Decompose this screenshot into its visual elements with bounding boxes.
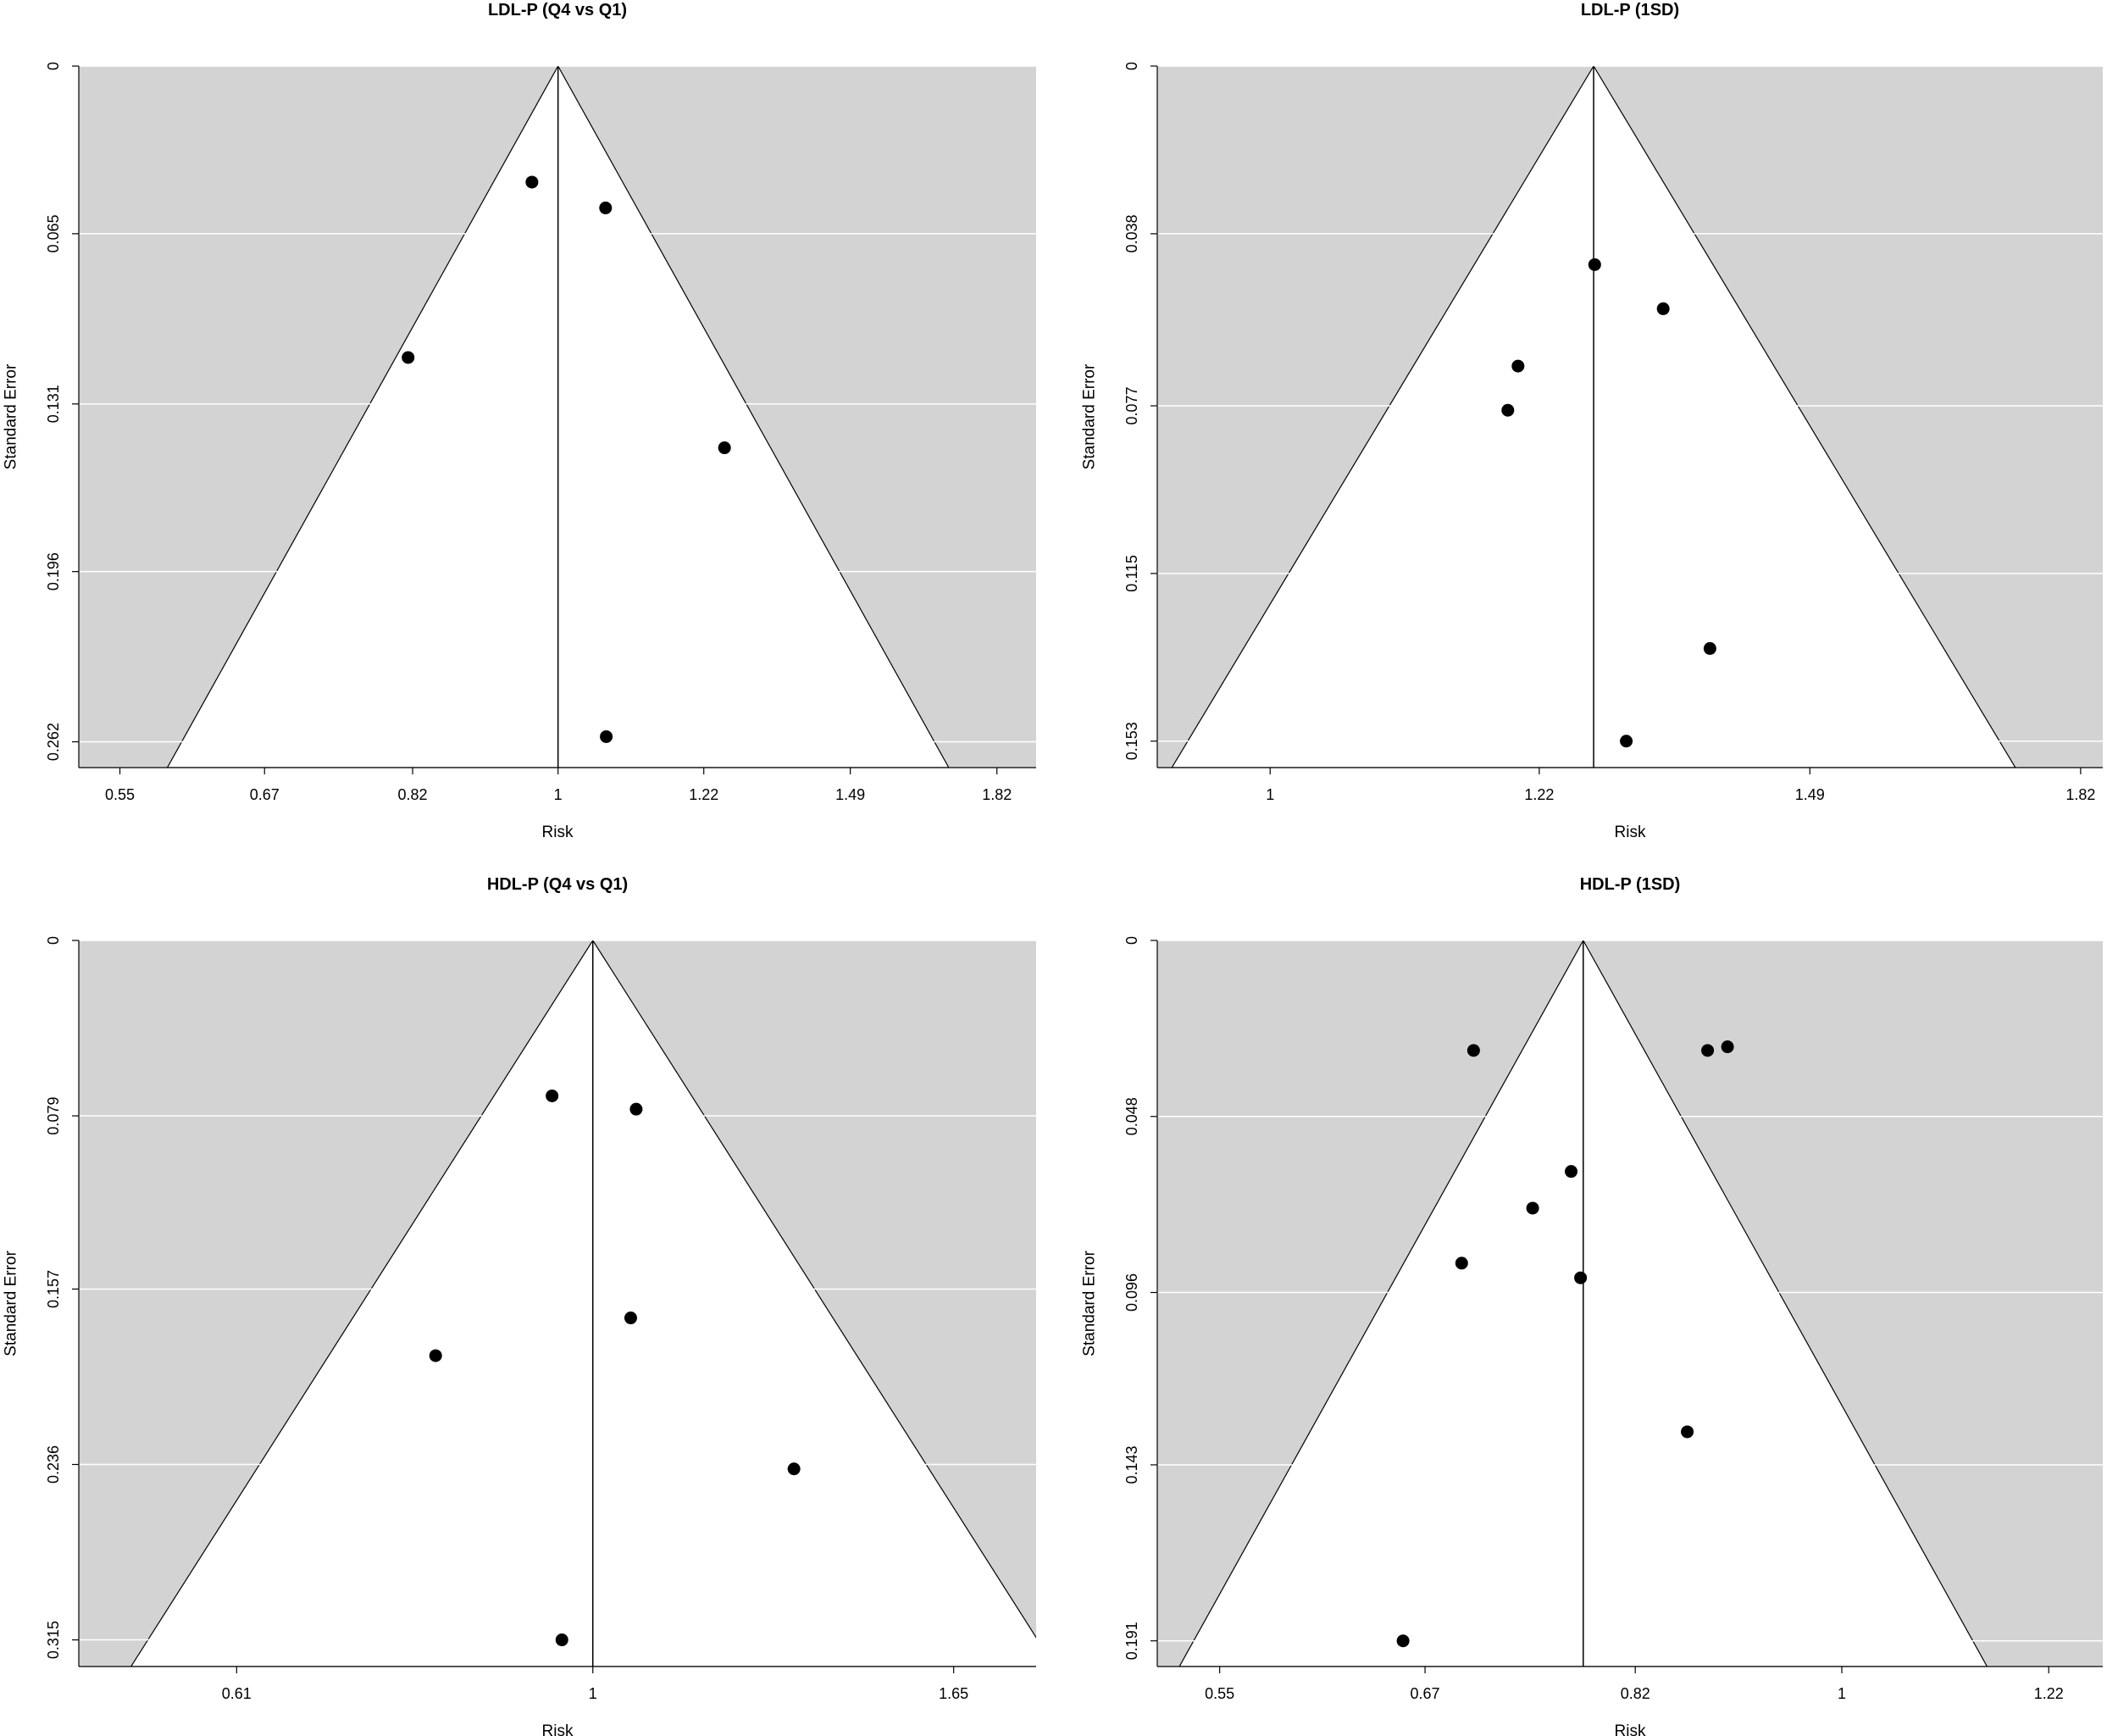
y-tick-label: 0.196 xyxy=(45,552,62,591)
chart-title: LDL-P (1SD) xyxy=(1581,1,1679,19)
study-point xyxy=(1721,1040,1734,1054)
x-tick-label: 1.22 xyxy=(1524,786,1554,803)
y-tick-label: 0 xyxy=(45,936,62,945)
study-point xyxy=(1467,1044,1480,1057)
x-tick-label: 0.82 xyxy=(397,786,427,803)
study-point xyxy=(1588,258,1601,271)
y-tick-label: 0.157 xyxy=(45,1270,62,1308)
study-point xyxy=(1511,359,1525,373)
study-point xyxy=(555,1633,568,1647)
y-tick-label: 0.048 xyxy=(1123,1097,1140,1135)
funnel-panel-2: 1 1.22 1.49 1.82 0 0.038 0.077 0.115 0.153 LDL-P … xyxy=(1081,1,2103,841)
study-point xyxy=(629,1102,643,1116)
y-tick-label: 0.096 xyxy=(1123,1273,1140,1312)
y-axis-label: Standard Error xyxy=(1081,363,1099,469)
x-tick-label: 1 xyxy=(589,1685,597,1702)
study-point xyxy=(1701,1044,1715,1057)
study-point xyxy=(600,729,613,743)
y-tick-label: 0.077 xyxy=(1123,386,1140,424)
study-point xyxy=(546,1089,559,1102)
study-point xyxy=(525,175,539,189)
study-point xyxy=(718,441,731,455)
y-tick-label: 0.065 xyxy=(45,214,62,252)
study-point xyxy=(1526,1201,1539,1215)
study-point xyxy=(1620,735,1633,748)
study-point xyxy=(1565,1165,1578,1179)
chart-title: HDL-P (Q4 vs Q1) xyxy=(487,875,628,894)
x-tick-label: 1 xyxy=(1266,786,1274,803)
funnel-panel-1: 0.55 0.67 0.82 1 1.22 1.49 1.82 0 0.065 0.131 0.19… xyxy=(3,1,1036,841)
study-point xyxy=(1574,1271,1588,1284)
y-tick-label: 0.191 xyxy=(1123,1622,1140,1660)
x-tick-label: 1.22 xyxy=(2034,1685,2064,1702)
chart-title: HDL-P (1SD) xyxy=(1580,875,1681,894)
study-point xyxy=(1396,1634,1410,1648)
y-tick-label: 0.079 xyxy=(45,1097,62,1135)
study-point xyxy=(1656,302,1670,315)
study-point xyxy=(1681,1425,1694,1439)
x-axis-label: Risk xyxy=(1615,824,1646,841)
chart-title: LDL-P (Q4 vs Q1) xyxy=(488,1,627,19)
x-tick-label: 0.82 xyxy=(1621,1685,1650,1702)
x-tick-label: 1.49 xyxy=(835,786,865,803)
x-tick-label: 1.49 xyxy=(1795,786,1825,803)
x-axis-label: Risk xyxy=(542,1722,574,1736)
y-tick-label: 0.131 xyxy=(45,385,62,423)
y-tick-label: 0.038 xyxy=(1123,214,1140,252)
x-tick-label: 1.82 xyxy=(2065,786,2095,803)
x-axis-label: Risk xyxy=(1615,1722,1646,1736)
x-tick-label: 1.82 xyxy=(982,786,1012,803)
y-tick-label: 0.262 xyxy=(45,723,62,761)
study-point xyxy=(787,1462,801,1476)
y-tick-label: 0 xyxy=(1123,936,1140,945)
y-tick-label: 0.315 xyxy=(45,1621,62,1659)
y-axis-label: Standard Error xyxy=(3,1251,20,1356)
study-point xyxy=(402,351,415,364)
x-tick-label: 1.65 xyxy=(939,1685,968,1702)
y-tick-label: 0.153 xyxy=(1123,722,1140,760)
funnel-panel-3: 0.61 1 1.65 0 0.079 0.157 0.236 0.315 HDL-P (Q4 … xyxy=(3,875,1036,1736)
y-axis-label: Standard Error xyxy=(1081,1251,1099,1356)
x-tick-label: 0.55 xyxy=(105,786,135,803)
x-tick-label: 0.67 xyxy=(250,786,280,803)
funnel-region xyxy=(130,940,1036,1667)
x-tick-label: 1.22 xyxy=(689,786,718,803)
x-tick-label: 0.67 xyxy=(1411,1685,1440,1702)
study-point xyxy=(429,1349,442,1362)
x-tick-label: 1 xyxy=(554,786,563,803)
y-axis-label: Standard Error xyxy=(3,363,20,469)
x-tick-label: 0.55 xyxy=(1205,1685,1234,1702)
study-point xyxy=(1455,1256,1468,1270)
study-point xyxy=(599,201,613,214)
study-point xyxy=(1501,403,1515,417)
x-axis-label: Risk xyxy=(542,824,574,841)
y-tick-label: 0 xyxy=(1123,62,1140,70)
y-tick-label: 0.115 xyxy=(1123,555,1140,592)
x-tick-label: 0.61 xyxy=(222,1685,252,1702)
study-point xyxy=(1703,641,1716,655)
funnel-panel-4: 0.55 0.67 0.82 1 1.22 0 0.048 0.096 0.143 0.191 HD… xyxy=(1081,875,2103,1736)
study-point xyxy=(624,1312,637,1325)
x-tick-label: 1 xyxy=(1838,1685,1846,1702)
y-tick-label: 0.143 xyxy=(1123,1445,1140,1484)
y-tick-label: 0 xyxy=(45,62,62,70)
y-tick-label: 0.236 xyxy=(45,1445,62,1484)
